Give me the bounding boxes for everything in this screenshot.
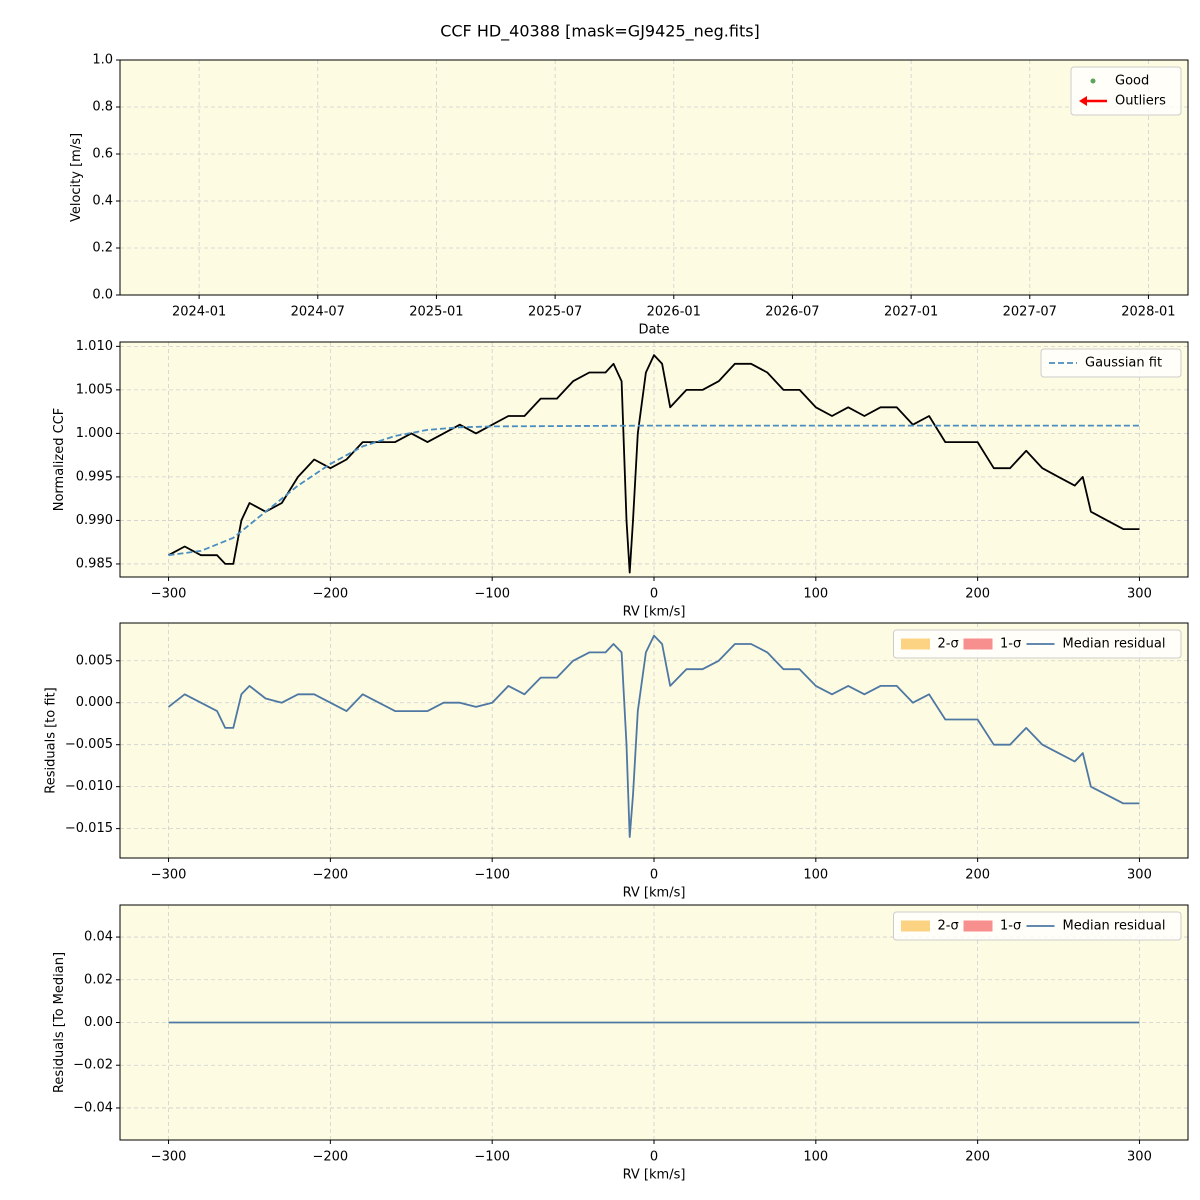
legend-patch xyxy=(901,920,930,932)
legend-label: 1-σ xyxy=(1000,637,1021,652)
x-tick-label: 100 xyxy=(803,868,828,883)
x-tick-label: 0 xyxy=(650,587,658,602)
x-tick-label: 200 xyxy=(965,868,990,883)
x-tick-label: 100 xyxy=(803,587,828,602)
x-tick-label: 200 xyxy=(965,1150,990,1165)
data-line xyxy=(167,634,1140,838)
x-tick-label: 2026-07 xyxy=(765,305,819,320)
x-tick-label: 300 xyxy=(1127,1150,1152,1165)
y-tick-label: 0.000 xyxy=(76,695,113,710)
x-tick-label: 200 xyxy=(965,587,990,602)
data-line xyxy=(168,424,1140,557)
y-tick-label: 0.985 xyxy=(76,556,113,571)
x-tick-label: 0 xyxy=(650,1150,658,1165)
x-tick-label: 2026-01 xyxy=(647,305,701,320)
x-tick-label: −300 xyxy=(151,587,187,602)
plot-background xyxy=(120,60,1188,295)
data-line xyxy=(168,354,1140,574)
legend-label: Median residual xyxy=(1063,637,1166,652)
x-tick-label: 300 xyxy=(1127,868,1152,883)
y-axis-label: Residuals [to fit] xyxy=(44,687,59,793)
legend-box xyxy=(1070,66,1182,116)
legend-label: 2-σ xyxy=(938,919,959,934)
legend-patch xyxy=(963,920,993,932)
legend-marker xyxy=(1090,78,1096,84)
x-tick-label: 2024-01 xyxy=(172,305,226,320)
x-axis-label: RV [km/s] xyxy=(623,1168,686,1183)
y-tick-label: 1.0 xyxy=(92,53,113,68)
legend-label: 1-σ xyxy=(1000,919,1021,934)
legend-patch xyxy=(901,638,930,650)
y-tick-label: −0.010 xyxy=(65,779,113,794)
legend: 2-σ 1-σ Median residual xyxy=(893,911,1182,941)
x-tick-label: −200 xyxy=(313,868,349,883)
legend: Gaussian fit xyxy=(1040,348,1182,378)
x-tick-label: −100 xyxy=(474,868,510,883)
legend-patch xyxy=(963,638,993,650)
y-tick-label: 0.4 xyxy=(92,194,113,209)
legend: 2-σ 1-σ Median residual xyxy=(893,629,1182,659)
y-axis-label: Normalized CCF xyxy=(52,408,67,512)
legend-label: Good xyxy=(1115,74,1149,89)
y-tick-label: 0.005 xyxy=(76,653,113,668)
plot-frame xyxy=(119,341,1189,578)
y-tick-label: 1.000 xyxy=(76,426,113,441)
x-tick-label: 2024-07 xyxy=(291,305,345,320)
x-tick-label: −300 xyxy=(151,868,187,883)
y-tick-label: −0.02 xyxy=(73,1058,113,1073)
plot-background xyxy=(120,623,1188,858)
legend-marker xyxy=(1079,96,1087,106)
y-tick-label: 0.6 xyxy=(92,147,113,162)
x-tick-label: −100 xyxy=(474,1150,510,1165)
figure-title: CCF HD_40388 [mask=GJ9425_neg.fits] xyxy=(440,22,760,42)
y-tick-label: 0.00 xyxy=(84,1015,113,1030)
y-tick-label: −0.04 xyxy=(73,1100,113,1115)
x-tick-label: 300 xyxy=(1127,587,1152,602)
y-tick-label: 0.2 xyxy=(92,241,113,256)
legend-box xyxy=(1040,348,1182,378)
y-tick-label: 0.0 xyxy=(92,288,113,303)
y-tick-label: 0.04 xyxy=(84,930,113,945)
y-tick-label: −0.005 xyxy=(65,737,113,752)
x-tick-label: 2025-07 xyxy=(528,305,582,320)
x-tick-label: 2025-01 xyxy=(409,305,463,320)
y-tick-label: 0.990 xyxy=(76,513,113,528)
x-tick-label: 0 xyxy=(650,868,658,883)
y-tick-label: −0.015 xyxy=(65,821,113,836)
x-tick-label: 2028-01 xyxy=(1121,305,1175,320)
y-tick-label: 1.010 xyxy=(76,339,113,354)
y-tick-label: 0.995 xyxy=(76,469,113,484)
plot-frame xyxy=(119,622,1189,859)
legend-label: Gaussian fit xyxy=(1085,356,1162,371)
x-tick-label: −300 xyxy=(151,1150,187,1165)
x-tick-label: 100 xyxy=(803,1150,828,1165)
plot-background xyxy=(120,342,1188,577)
y-axis-label: Velocity [m/s] xyxy=(69,133,84,222)
legend-label: 2-σ xyxy=(938,637,959,652)
x-axis-label: RV [km/s] xyxy=(623,886,686,901)
x-tick-label: −100 xyxy=(474,587,510,602)
legend: Good Outliers xyxy=(1070,66,1182,116)
x-tick-label: −200 xyxy=(313,1150,349,1165)
x-axis-label: RV [km/s] xyxy=(623,605,686,620)
x-tick-label: 2027-01 xyxy=(884,305,938,320)
y-tick-label: 0.8 xyxy=(92,100,113,115)
y-tick-label: 0.02 xyxy=(84,972,113,987)
y-tick-label: 1.005 xyxy=(76,382,113,397)
plot-frame xyxy=(119,59,1189,296)
x-axis-label: Date xyxy=(638,323,669,338)
legend-label: Median residual xyxy=(1063,919,1166,934)
x-tick-label: 2027-07 xyxy=(1003,305,1057,320)
x-tick-label: −200 xyxy=(313,587,349,602)
y-axis-label: Residuals [To Median] xyxy=(52,952,67,1093)
legend-label: Outliers xyxy=(1115,94,1166,109)
plot-frame xyxy=(119,904,1189,1141)
